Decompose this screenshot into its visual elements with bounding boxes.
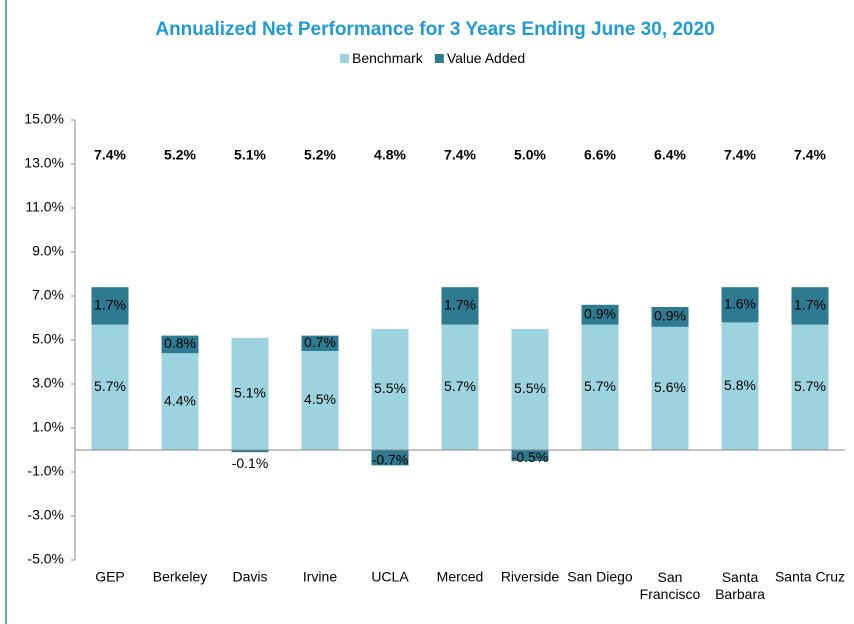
data-label: 0.7% <box>304 334 336 350</box>
x-tick-label: GEP <box>95 569 125 585</box>
bar-segment <box>651 326 689 450</box>
data-label: -0.1% <box>232 455 269 471</box>
data-label: 1.7% <box>94 297 126 313</box>
data-label: 5.7% <box>794 378 826 394</box>
x-tick-label: Irvine <box>303 569 337 585</box>
y-tick-label: 15.0% <box>24 111 64 127</box>
chart-title: Annualized Net Performance for 3 Years E… <box>155 19 714 40</box>
bar-segment <box>231 450 269 453</box>
data-label: 5.8% <box>724 377 756 393</box>
data-label: 5.1% <box>234 385 266 401</box>
data-label: 1.7% <box>444 297 476 313</box>
total-label: 7.4% <box>724 147 756 163</box>
bar-segment <box>791 324 829 450</box>
y-tick-label: 9.0% <box>32 243 64 259</box>
bar-segment <box>301 335 339 351</box>
total-label: 6.4% <box>654 147 686 163</box>
data-label: 5.6% <box>654 379 686 395</box>
data-label: 0.8% <box>164 335 196 351</box>
total-label: 4.8% <box>374 147 406 163</box>
legend-swatch <box>434 54 444 63</box>
total-label: 5.2% <box>304 147 336 163</box>
total-label: 7.4% <box>794 147 826 163</box>
y-tick-label: -3.0% <box>27 507 64 523</box>
bar-segment <box>91 324 129 450</box>
data-label: 4.5% <box>304 391 336 407</box>
y-tick-label: 13.0% <box>24 155 64 171</box>
legend-label: Benchmark <box>352 50 424 66</box>
y-tick-label: 1.0% <box>32 419 64 435</box>
total-label: 5.2% <box>164 147 196 163</box>
bar-segment <box>511 329 549 450</box>
bar-segment <box>231 337 269 450</box>
total-label: 7.4% <box>444 147 476 163</box>
legend-label: Value Added <box>447 50 525 66</box>
bar-segment <box>791 287 829 325</box>
bar-segment <box>371 329 409 450</box>
legend-swatch <box>340 54 349 63</box>
bar-segment <box>651 307 689 327</box>
total-label: 5.0% <box>514 147 546 163</box>
data-label: -0.5% <box>512 449 549 465</box>
total-label: 5.1% <box>234 147 266 163</box>
y-tick-label: -1.0% <box>27 463 64 479</box>
data-label: 5.5% <box>374 380 406 396</box>
data-label: 0.9% <box>584 305 616 321</box>
bar-segment <box>581 324 619 450</box>
bar-segment <box>581 304 619 325</box>
bar-segment <box>91 287 129 325</box>
x-tick-label: UCLA <box>371 569 409 585</box>
data-label: 4.4% <box>164 392 196 408</box>
bar-segment <box>511 450 549 461</box>
bar-segment <box>371 450 409 466</box>
bar-segment <box>301 351 339 450</box>
data-label: 5.7% <box>584 378 616 394</box>
x-tick-label: Santa Cruz <box>775 569 845 585</box>
data-label: 1.6% <box>724 296 756 312</box>
bar-segment <box>441 287 479 325</box>
bar-segment <box>161 353 199 450</box>
x-tick-label: Santa Barbara <box>715 569 765 602</box>
bar-segment <box>721 287 759 323</box>
data-label: 5.5% <box>514 380 546 396</box>
x-tick-label: Berkeley <box>153 569 207 585</box>
data-label: 1.7% <box>794 297 826 313</box>
x-tick-label: San Francisco <box>640 569 701 602</box>
x-tick-label: Merced <box>437 569 484 585</box>
bar-segment <box>161 335 199 354</box>
y-tick-label: 11.0% <box>25 199 64 215</box>
total-label: 7.4% <box>94 147 126 163</box>
bar-segment <box>721 322 759 450</box>
x-tick-label: San Diego <box>567 569 633 585</box>
data-label: 0.9% <box>654 308 686 324</box>
data-label: 5.7% <box>94 378 126 394</box>
x-tick-label: Davis <box>232 569 267 585</box>
y-tick-label: 5.0% <box>32 331 64 347</box>
y-tick-label: 3.0% <box>32 375 64 391</box>
x-tick-label: Riverside <box>501 569 560 585</box>
y-tick-label: 7.0% <box>32 287 64 303</box>
data-label: -0.7% <box>372 451 409 467</box>
data-label: 5.7% <box>444 378 476 394</box>
y-tick-label: -5.0% <box>27 551 64 567</box>
bar-segment <box>441 324 479 450</box>
total-label: 6.6% <box>584 147 616 163</box>
